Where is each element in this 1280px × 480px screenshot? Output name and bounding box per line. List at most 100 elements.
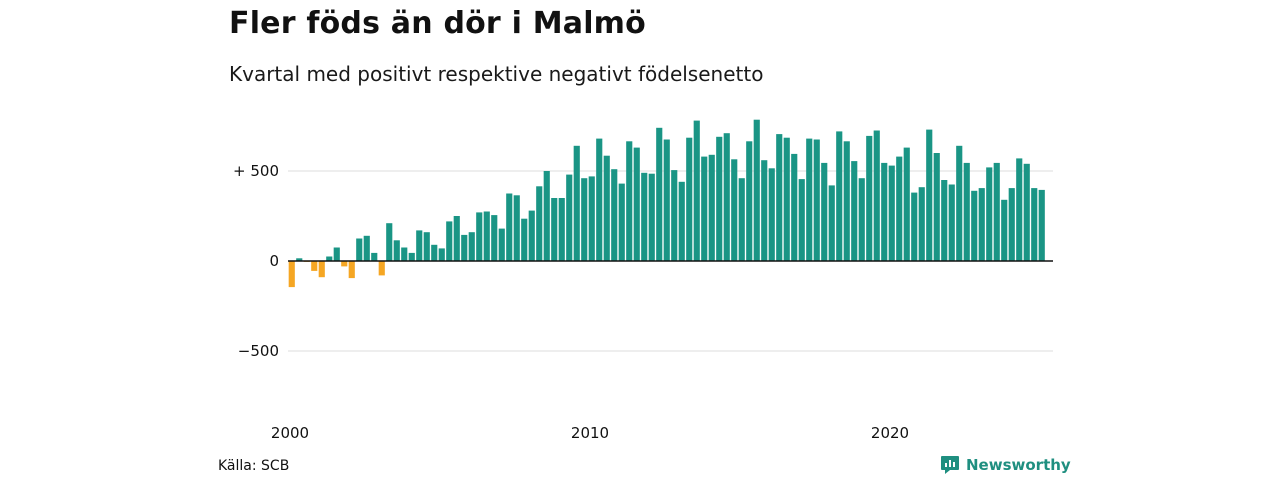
bar <box>1008 188 1015 261</box>
page-subtitle: Kvartal med positivt respektive negativt… <box>229 62 764 86</box>
bar <box>798 179 805 261</box>
bar <box>873 130 880 261</box>
bar <box>618 183 625 261</box>
bar <box>446 221 453 261</box>
bar <box>498 228 505 261</box>
bar <box>588 176 595 261</box>
bar <box>911 192 918 261</box>
bar <box>483 211 490 261</box>
bar <box>558 198 565 261</box>
bar <box>941 180 948 261</box>
bar-layer <box>288 119 1045 288</box>
bar <box>611 169 618 261</box>
bar <box>866 135 873 261</box>
bar <box>926 129 933 261</box>
bar <box>393 240 400 261</box>
bar <box>956 145 963 261</box>
bar <box>521 218 528 261</box>
bar <box>543 171 550 261</box>
bar <box>903 147 910 261</box>
bar <box>416 230 423 261</box>
brand-name: Newsworthy <box>966 456 1071 474</box>
x-tick-label: 2010 <box>571 424 609 440</box>
bar <box>378 261 385 276</box>
bar <box>971 190 978 261</box>
bar <box>896 156 903 261</box>
source-label: Källa: SCB <box>218 458 290 474</box>
x-tick-label: 2020 <box>871 424 909 440</box>
bar <box>753 119 760 261</box>
bar <box>1001 199 1008 261</box>
bar <box>506 193 513 261</box>
bar <box>288 261 295 288</box>
bar <box>513 195 520 261</box>
bar <box>633 147 640 261</box>
grid-layer <box>288 170 1053 352</box>
bar <box>318 261 325 278</box>
page-title: Fler föds än dör i Malmö <box>229 6 646 41</box>
bar <box>453 216 460 261</box>
bar <box>296 258 303 261</box>
bar <box>813 139 820 261</box>
bar <box>1016 158 1023 261</box>
bar <box>978 188 985 261</box>
bar <box>881 162 888 261</box>
bar <box>1031 188 1038 261</box>
bar <box>986 167 993 261</box>
bar <box>528 210 535 261</box>
bar <box>693 120 700 261</box>
bar <box>438 248 445 261</box>
bar <box>341 261 348 267</box>
bar <box>536 186 543 261</box>
bar <box>491 215 498 261</box>
bar <box>551 198 558 261</box>
bar <box>678 181 685 261</box>
bar <box>701 156 708 261</box>
bar <box>858 178 865 261</box>
bar <box>461 234 468 261</box>
bar <box>603 155 610 261</box>
bar <box>888 165 895 261</box>
brand-logo[interactable]: Newsworthy <box>940 455 1071 475</box>
bar <box>371 252 378 261</box>
bar <box>993 162 1000 261</box>
bar <box>1023 163 1030 261</box>
bar <box>933 153 940 261</box>
bar <box>776 134 783 261</box>
bar <box>806 138 813 261</box>
bar-chart: + 500 0 −500 2000 2010 2020 <box>233 119 1053 440</box>
bar <box>333 247 340 261</box>
bar <box>423 232 430 261</box>
y-tick-label: + 500 <box>233 162 279 180</box>
bar <box>573 145 580 261</box>
bar <box>761 160 768 261</box>
bar <box>828 185 835 261</box>
bar <box>641 172 648 261</box>
bar <box>843 141 850 261</box>
bar <box>686 137 693 261</box>
bar <box>431 244 438 261</box>
newsworthy-logo-icon <box>941 456 959 474</box>
bar <box>708 154 715 261</box>
bar <box>716 136 723 261</box>
bar <box>671 170 678 261</box>
bar <box>626 141 633 261</box>
bar <box>326 256 333 261</box>
bar <box>836 131 843 261</box>
bar <box>731 159 738 261</box>
bar <box>663 139 670 261</box>
bar <box>791 153 798 261</box>
bar <box>408 252 415 261</box>
axis-layer: + 500 0 −500 2000 2010 2020 <box>233 162 1053 440</box>
bar <box>746 141 753 261</box>
bar <box>363 235 370 261</box>
bar <box>851 161 858 261</box>
bar <box>963 162 970 261</box>
x-tick-label: 2000 <box>271 424 309 440</box>
y-tick-label: 0 <box>269 252 279 270</box>
bar <box>468 232 475 261</box>
bar <box>723 133 730 261</box>
bar <box>821 162 828 261</box>
bar <box>566 174 573 261</box>
bar <box>783 137 790 261</box>
